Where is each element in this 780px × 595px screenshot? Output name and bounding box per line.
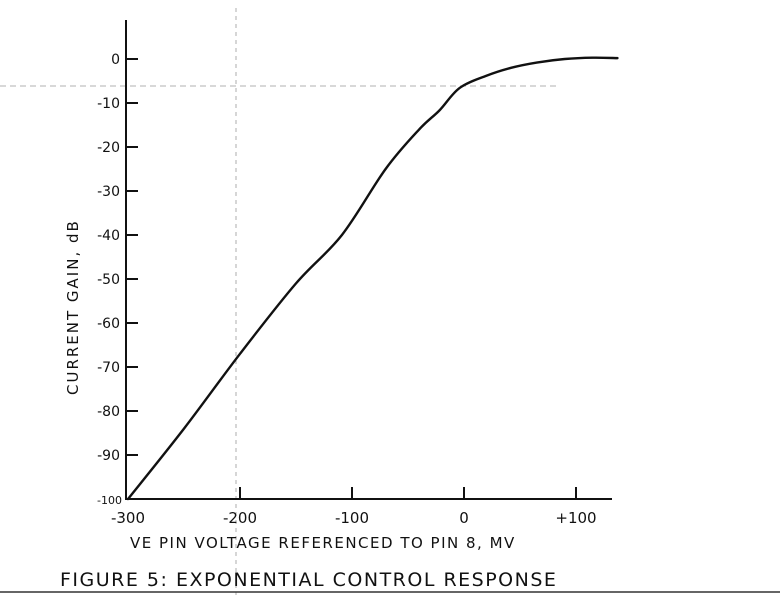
x-tick-label: 0 (459, 509, 469, 527)
x-tick-label: -100 (335, 509, 369, 527)
y-tick-label: -20 (97, 140, 120, 156)
x-tick-label: +100 (555, 509, 596, 527)
chart-title: FIGURE 5: EXPONENTIAL CONTROL RESPONSE (60, 569, 557, 591)
y-tick-label: -70 (97, 360, 120, 376)
y-tick-label: -90 (97, 448, 120, 464)
y-tick-label: -80 (97, 404, 120, 420)
x-axis-label: VE PIN VOLTAGE REFERENCED TO PIN 8, MV (130, 534, 516, 552)
y-tick-label: -100 (97, 494, 122, 507)
y-tick-label: -40 (97, 228, 120, 244)
y-tick-label: -50 (97, 272, 120, 288)
y-tick-label: -60 (97, 316, 120, 332)
y-tick-label: 0 (111, 52, 120, 68)
y-axis-label: CURRENT GAIN, dB (64, 219, 82, 395)
x-tick-label: -300 (111, 509, 145, 527)
series-line (126, 56, 619, 501)
x-tick-label: -200 (223, 509, 257, 527)
y-tick-label: -30 (97, 184, 120, 200)
y-tick-label: -10 (97, 96, 120, 112)
